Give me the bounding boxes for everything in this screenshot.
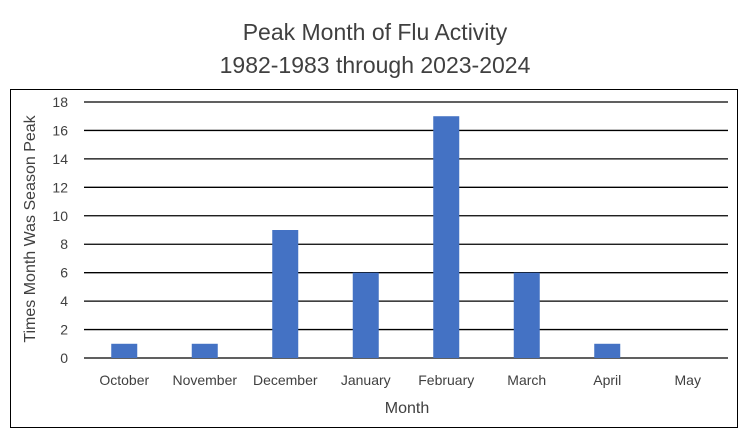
x-tick-labels: October November December January February Ma… (99, 372, 701, 388)
gridlines (84, 101, 728, 359)
y-tick-label: 10 (52, 208, 68, 224)
y-tick-label: 16 (52, 122, 68, 138)
y-tick-label: 8 (60, 236, 68, 252)
bar-april (594, 343, 621, 358)
bar-october (111, 343, 138, 358)
y-tick-label: 18 (52, 94, 68, 110)
y-tick-label: 4 (60, 293, 68, 309)
y-axis-title: Times Month Was Season Peak (22, 114, 39, 342)
bar-february (433, 116, 460, 358)
bar-december (272, 230, 299, 358)
bar-january (352, 272, 379, 358)
y-tick-label: 14 (52, 151, 68, 167)
chart-title: Peak Month of Flu Activity (242, 19, 508, 45)
chart-subtitle: 1982-1983 through 2023-2024 (219, 52, 531, 78)
x-tick-label-april: April (593, 372, 621, 388)
x-axis-title: Month (385, 400, 429, 417)
y-tick-label: 6 (60, 265, 68, 281)
x-tick-label-november: November (172, 372, 237, 388)
x-tick-label-march: March (507, 372, 546, 388)
bars (111, 116, 621, 358)
bar-march (513, 272, 540, 358)
x-tick-label-december: December (253, 372, 318, 388)
x-tick-label-october: October (99, 372, 149, 388)
chart-frame (10, 89, 738, 428)
y-tick-label: 0 (60, 350, 68, 366)
x-tick-label-may: May (675, 372, 701, 388)
y-tick-label: 12 (52, 179, 68, 195)
x-tick-label-january: January (341, 372, 391, 388)
x-tick-label-february: February (418, 372, 474, 388)
bar-november (191, 343, 218, 358)
y-tick-label: 2 (60, 322, 68, 338)
y-tick-labels: 0 2 4 6 8 10 12 14 16 18 (52, 94, 68, 366)
